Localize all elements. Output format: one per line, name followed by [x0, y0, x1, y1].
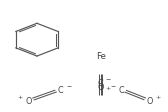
Text: Fe: Fe — [96, 52, 106, 60]
Text: O: O — [25, 96, 32, 105]
Text: +: + — [105, 85, 111, 90]
Text: C: C — [58, 85, 63, 94]
Text: O: O — [146, 96, 153, 105]
Text: −: − — [66, 83, 72, 88]
Text: C: C — [98, 78, 104, 87]
Text: O: O — [98, 82, 104, 91]
Text: C: C — [118, 85, 124, 94]
Text: +: + — [17, 94, 23, 99]
Text: −: − — [105, 75, 110, 80]
Text: +: + — [155, 94, 161, 99]
Text: −: − — [110, 83, 115, 88]
